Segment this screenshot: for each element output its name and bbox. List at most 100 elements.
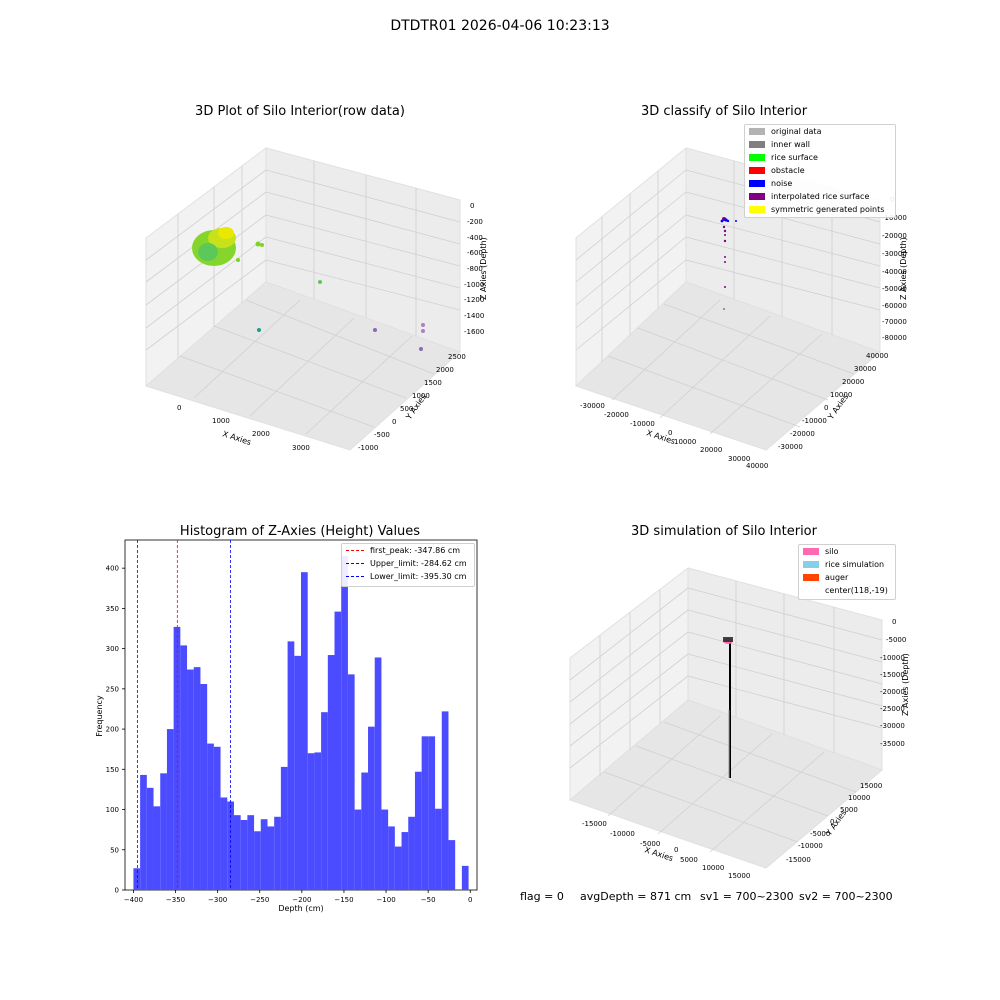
plot1-title: 3D Plot of Silo Interior(row data) <box>195 104 405 119</box>
legend-entry: Upper_limit: -284.62 cm <box>342 557 474 570</box>
plot2-legend: original data inner wall rice surface obsta… <box>744 124 896 218</box>
p4-z-tick: 0 <box>892 618 896 626</box>
p2-y-tick: 30000 <box>854 365 876 373</box>
p2-x-tick: -20000 <box>604 411 629 419</box>
histogram-bar <box>280 766 288 890</box>
legend-label: rice surface <box>771 153 818 162</box>
p1-y-tick: -500 <box>374 431 390 439</box>
legend-label: original data <box>771 127 822 136</box>
histogram-bar <box>207 743 214 890</box>
p2-z-tick: -20000 <box>882 232 907 240</box>
status-sv2: sv2 = 700~2300 <box>799 890 893 903</box>
histogram-bar <box>361 772 369 890</box>
p1-z-tick: -1200 <box>464 296 484 304</box>
legend-entry: auger <box>799 571 895 584</box>
histogram-x-tick-label: −200 <box>292 896 311 904</box>
p2-y-tick: -30000 <box>778 443 803 451</box>
p1-z-tick: -200 <box>467 218 483 226</box>
histogram-bar <box>294 655 301 890</box>
histogram-bar <box>180 645 188 890</box>
legend-swatch <box>749 206 765 213</box>
p4-y-tick: 15000 <box>860 782 882 790</box>
p4-x-tick: -10000 <box>610 830 635 838</box>
p1-x-tick: 1000 <box>212 417 230 425</box>
histogram-bar <box>428 736 436 890</box>
histogram-bar <box>254 831 261 890</box>
p4-x-tick: 0 <box>674 846 678 854</box>
p1-y-tick: 0 <box>392 418 396 426</box>
legend-swatch <box>346 576 364 577</box>
legend-swatch <box>749 128 765 135</box>
histogram-bar <box>441 711 449 890</box>
p2-z-tick: -40000 <box>882 268 907 276</box>
p4-y-tick: -10000 <box>798 842 823 850</box>
histogram-bar <box>267 826 275 890</box>
histogram-y-tick-label: 200 <box>106 726 119 734</box>
p2-y-tick: 40000 <box>866 352 888 360</box>
legend-label: obstacle <box>771 166 805 175</box>
p2-y-tick: 10000 <box>830 391 852 399</box>
p1-x-label: X Axies <box>221 429 252 447</box>
figure-title: DTDTR01 2026-04-06 10:23:13 <box>390 18 610 34</box>
p1-x-tick: 0 <box>177 404 181 412</box>
histogram-y-tick-label: 50 <box>110 846 119 854</box>
legend-entry: interpolated rice surface <box>745 190 895 203</box>
p4-y-tick: 5000 <box>840 806 858 814</box>
p1-y-tick: 1500 <box>424 379 442 387</box>
legend-swatch <box>749 180 765 187</box>
legend-label: symmetric generated points <box>771 205 885 214</box>
legend-swatch <box>803 548 819 555</box>
histogram-bar <box>160 773 167 890</box>
legend-swatch <box>803 561 819 568</box>
histogram-bar <box>140 774 147 890</box>
histogram-x-label: Depth (cm) <box>278 904 323 913</box>
histogram-y-label: Frequency <box>95 695 104 737</box>
p1-y-tick: 500 <box>400 405 413 413</box>
legend-entry: inner wall <box>745 138 895 151</box>
histogram-y-tick-label: 350 <box>106 605 119 613</box>
histogram-bar <box>193 667 201 890</box>
legend-swatch <box>749 141 765 148</box>
p2-x-tick: 0 <box>668 429 672 437</box>
p1-y-tick: 2500 <box>448 353 466 361</box>
histogram-x-tick-label: −100 <box>376 896 395 904</box>
p2-z-tick: -60000 <box>882 302 907 310</box>
legend-swatch <box>749 193 765 200</box>
p1-z-tick: -1000 <box>464 281 484 289</box>
plot2-title: 3D classify of Silo Interior <box>640 104 808 119</box>
p2-y-tick: -20000 <box>790 430 815 438</box>
histogram-x-tick-label: −400 <box>124 896 143 904</box>
histogram-bar <box>307 753 315 890</box>
p2-z-tick: -30000 <box>882 250 907 258</box>
histogram-y-tick-label: 100 <box>106 806 119 814</box>
p4-x-tick: 5000 <box>680 856 698 864</box>
legend-entry: obstacle <box>745 164 895 177</box>
histogram-bar <box>401 832 409 890</box>
p1-z-tick: -800 <box>467 265 483 273</box>
legend-entry: rice simulation <box>799 558 895 571</box>
histogram-bar <box>301 572 308 890</box>
legend-entry: first_peak: -347.86 cm <box>342 544 474 557</box>
p2-x-tick: 30000 <box>728 455 750 463</box>
legend-label: first_peak: -347.86 cm <box>370 546 461 555</box>
histogram-bar <box>381 809 389 890</box>
p1-x-tick: 2000 <box>252 430 270 438</box>
legend-swatch <box>346 563 364 564</box>
legend-label: center(118,-19) <box>825 586 888 595</box>
p4-z-tick: -10000 <box>880 654 905 662</box>
histogram-bar <box>314 752 322 890</box>
legend-label: silo <box>825 547 839 556</box>
legend-label: inner wall <box>771 140 811 149</box>
p1-z-tick: -600 <box>467 249 483 257</box>
p4-z-tick: -15000 <box>880 671 905 679</box>
p2-z-tick: -50000 <box>882 285 907 293</box>
legend-entry: original data <box>745 125 895 138</box>
status-avg-depth: avgDepth = 871 cm <box>580 890 692 903</box>
histogram-title: Histogram of Z-Axies (Height) Values <box>179 524 421 539</box>
legend-label: Lower_limit: -395.30 cm <box>370 572 467 581</box>
legend-entry: silo <box>799 545 895 558</box>
histogram-bar <box>408 816 415 890</box>
p4-z-label: Z Axies (Depth) <box>901 653 910 716</box>
histogram-bar <box>133 868 141 890</box>
histogram-bar <box>374 657 382 890</box>
